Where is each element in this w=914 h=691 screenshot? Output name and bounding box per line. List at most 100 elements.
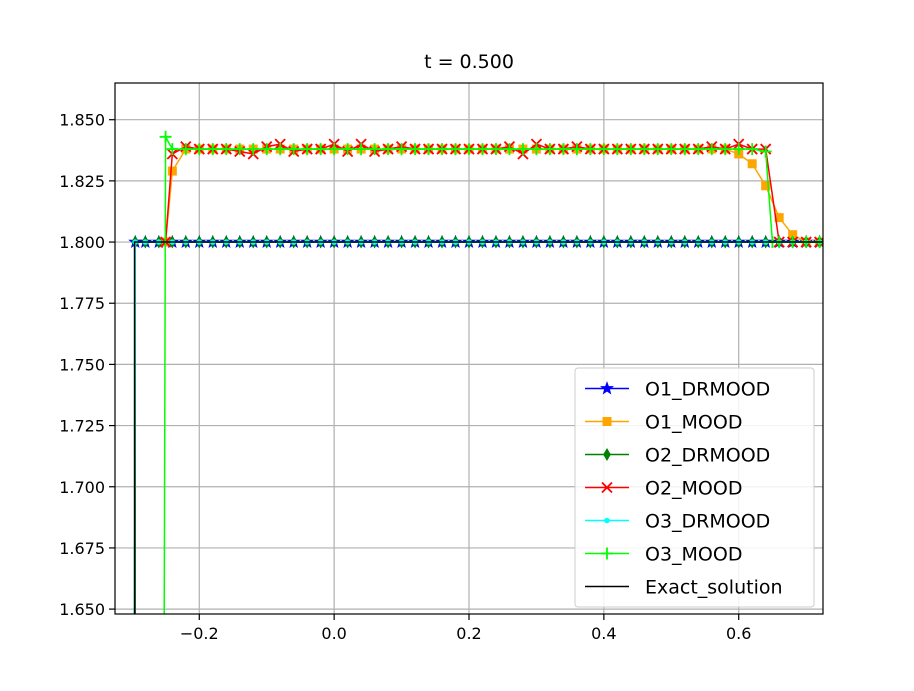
data-point-o3-mood	[206, 143, 219, 156]
legend-label: O1_MOOD	[645, 412, 742, 434]
data-point-o3-mood	[260, 143, 273, 156]
series-exact-solution	[133, 241, 823, 614]
data-point-o3-mood	[220, 143, 233, 156]
legend-marker	[601, 481, 613, 494]
series-layer	[128, 130, 823, 614]
legend-item-o3-mood: O3_MOOD	[585, 544, 742, 566]
data-point-o3-mood	[422, 143, 435, 156]
data-point-o3-mood	[489, 143, 502, 156]
data-point-o3-mood	[692, 143, 705, 156]
legend-label: O3_MOOD	[645, 544, 742, 566]
data-point-o3-mood	[382, 143, 395, 156]
data-point-o3-mood	[651, 143, 664, 156]
data-point-o3-mood	[166, 143, 179, 156]
legend-label: O1_DRMOOD	[645, 379, 770, 401]
x-tick-label: 0.0	[321, 624, 346, 643]
y-tick-label: 1.750	[59, 355, 105, 374]
legend-marker	[603, 448, 611, 461]
series-line-o1-mood	[164, 148, 820, 243]
data-point-o3-mood	[301, 143, 314, 156]
y-axis: 1.650 1.675 1.700 1.725 1.750 1.775 1.800 1.825…	[59, 111, 115, 619]
legend-marker	[602, 417, 612, 426]
legend-item-o1-drmood: O1_DRMOOD	[585, 379, 770, 401]
series-line-exact-solution	[133, 241, 823, 614]
data-point-o3-mood	[179, 143, 192, 156]
data-point-o3-mood	[287, 143, 300, 156]
data-point-o3-mood	[395, 143, 408, 156]
chart-title: t = 0.500	[424, 51, 514, 73]
data-point-o3-mood	[624, 143, 637, 156]
y-tick-label: 1.700	[59, 478, 105, 497]
legend-label: O2_MOOD	[645, 478, 742, 500]
data-point-o1-mood	[774, 213, 784, 223]
legend: O1_DRMOOD O1_MOOD O2_DRMOOD O2_MOOD O3_DRMOO…	[574, 367, 815, 608]
series-o2-mood	[159, 138, 823, 248]
legend-marker	[599, 381, 615, 395]
legend-item-o3-drmood: O3_DRMOOD	[585, 511, 770, 533]
data-point-o3-mood	[193, 143, 206, 156]
series-o1-mood	[161, 144, 823, 247]
y-tick-label: 1.675	[59, 539, 105, 558]
y-tick-label: 1.825	[59, 172, 105, 191]
data-point-o3-mood	[368, 143, 381, 156]
data-point-o3-mood	[314, 143, 327, 156]
data-point-o3-mood	[449, 143, 462, 156]
x-axis: −0.2 0.0 0.2 0.4 0.6	[180, 614, 751, 643]
series-line-o2-mood	[164, 143, 820, 243]
data-point-o3-mood	[570, 143, 583, 156]
data-point-o1-mood	[747, 159, 757, 169]
legend-marker	[601, 547, 613, 560]
legend-label: Exact_solution	[645, 577, 783, 599]
series-line-o3-mood	[163, 133, 820, 614]
data-point-o3-mood	[746, 143, 759, 156]
data-point-o3-mood	[247, 143, 260, 156]
data-point-o3-mood	[530, 143, 543, 156]
x-tick-label: −0.2	[180, 624, 219, 643]
data-point-o3-mood	[409, 143, 422, 156]
data-point-o1-mood	[167, 166, 177, 176]
legend-box	[574, 367, 815, 608]
data-point-o3-mood	[665, 143, 678, 156]
y-tick-label: 1.725	[59, 417, 105, 436]
data-point-o3-mood	[732, 143, 745, 156]
data-point-o3-mood	[516, 143, 529, 156]
data-point-o3-mood	[597, 143, 610, 156]
data-point-o3-mood	[611, 143, 624, 156]
legend-item-exact-solution: Exact_solution	[585, 577, 783, 599]
legend-label: O2_DRMOOD	[645, 445, 770, 467]
data-point-o3-mood	[638, 143, 651, 156]
data-point-o3-mood	[759, 145, 772, 158]
data-point-o3-mood	[719, 143, 732, 156]
data-point-o1-mood	[788, 230, 798, 240]
y-tick-label: 1.650	[59, 600, 105, 619]
data-point-o3-mood	[476, 143, 489, 156]
legend-item-o2-mood: O2_MOOD	[585, 478, 742, 500]
data-point-o3-mood	[355, 143, 368, 156]
y-tick-label: 1.850	[59, 111, 105, 130]
data-point-o3-mood	[233, 143, 246, 156]
legend-item-o1-mood: O1_MOOD	[585, 412, 742, 434]
data-point-o3-mood	[705, 143, 718, 156]
x-tick-label: 0.6	[726, 624, 751, 643]
data-point-o3-mood	[274, 143, 287, 156]
data-point-o1-mood	[761, 181, 771, 191]
data-point-o3-mood	[328, 143, 341, 156]
data-point-o3-mood	[584, 143, 597, 156]
x-tick-label: 0.2	[456, 624, 481, 643]
data-point-o3-mood	[543, 143, 556, 156]
y-tick-label: 1.775	[59, 294, 105, 313]
y-tick-label: 1.800	[59, 233, 105, 252]
legend-marker	[604, 517, 610, 524]
legend-item-o2-drmood: O2_DRMOOD	[585, 445, 770, 467]
legend-label: O3_DRMOOD	[645, 511, 770, 533]
data-point-o3-mood	[436, 143, 449, 156]
data-point-o3-mood	[678, 143, 691, 156]
data-point-o3-mood	[341, 143, 354, 156]
x-tick-label: 0.4	[591, 624, 616, 643]
data-point-o3-mood	[463, 143, 475, 156]
data-point-o3-mood	[557, 143, 570, 156]
data-point-o3-mood	[159, 130, 172, 143]
data-point-o3-mood	[503, 143, 516, 156]
